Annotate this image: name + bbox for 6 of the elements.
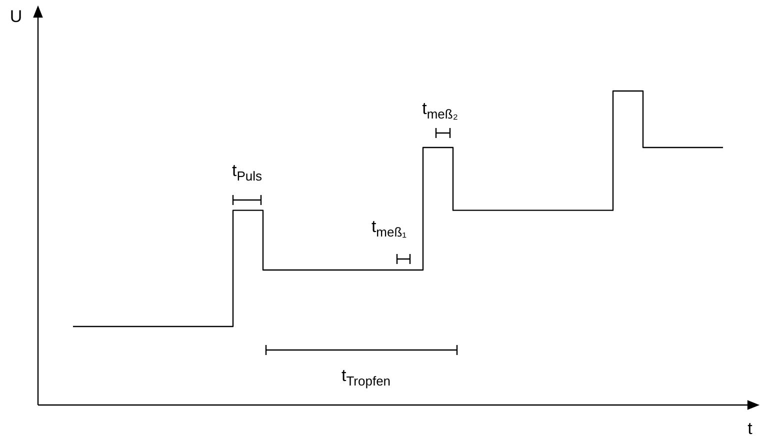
x-axis-title: t xyxy=(748,419,752,439)
annotation: t$_{meß₂}$ xyxy=(422,99,458,122)
y-axis-title: U xyxy=(10,7,22,27)
annotation: t$_{Tropfen}$ xyxy=(341,366,391,388)
annotation: t$_{Puls}$ xyxy=(232,161,262,184)
annotation: t$_{meß₁}$ xyxy=(371,217,407,240)
